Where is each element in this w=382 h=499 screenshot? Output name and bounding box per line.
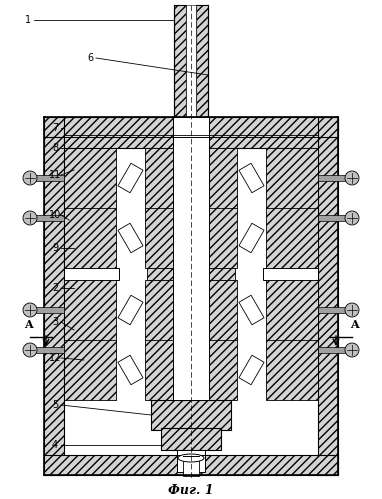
Bar [209, 268, 235, 280]
Bar [239, 355, 264, 385]
Bar [26, 175, 64, 181]
Bar [318, 117, 338, 475]
Bar [266, 148, 318, 268]
Bar [64, 268, 119, 280]
Circle shape [23, 343, 37, 357]
Text: 3: 3 [52, 317, 58, 327]
Bar [186, 5, 196, 117]
Bar [263, 268, 318, 280]
Text: 2: 2 [52, 283, 58, 293]
Bar [196, 5, 208, 117]
Text: 5: 5 [52, 400, 58, 410]
Text: 4: 4 [52, 440, 58, 450]
Bar [64, 148, 116, 268]
Text: 9: 9 [52, 243, 58, 253]
Bar [173, 117, 209, 447]
Bar [239, 163, 264, 193]
Bar [64, 117, 318, 148]
Bar [173, 148, 209, 400]
Bar [266, 280, 318, 400]
Circle shape [345, 211, 359, 225]
Bar [118, 355, 143, 385]
Bar [183, 456, 199, 476]
Text: Фиг. 1: Фиг. 1 [168, 485, 214, 498]
Circle shape [345, 343, 359, 357]
Text: 12: 12 [49, 353, 61, 363]
Bar [318, 175, 356, 181]
Bar [177, 450, 205, 472]
Bar [173, 117, 209, 148]
Bar [44, 455, 338, 475]
Text: 7: 7 [52, 123, 58, 133]
Text: 11: 11 [49, 170, 61, 180]
Bar [44, 117, 338, 137]
Ellipse shape [178, 454, 204, 462]
Bar [26, 215, 64, 221]
Bar [318, 347, 356, 353]
Circle shape [23, 211, 37, 225]
Bar [179, 395, 203, 455]
Bar [118, 163, 143, 193]
Bar [161, 428, 221, 450]
Bar [145, 280, 173, 400]
Bar [118, 295, 143, 325]
Text: A: A [350, 319, 358, 330]
Bar [239, 295, 264, 325]
Text: 1: 1 [25, 15, 31, 25]
Bar [64, 280, 116, 400]
Bar [44, 117, 64, 475]
Circle shape [23, 171, 37, 185]
Bar [118, 223, 143, 253]
Circle shape [345, 303, 359, 317]
Bar [318, 307, 356, 313]
Bar [209, 280, 237, 400]
Circle shape [345, 171, 359, 185]
Bar [26, 307, 64, 313]
Bar [151, 400, 231, 430]
Bar [239, 223, 264, 253]
Bar [147, 268, 173, 280]
Text: 8: 8 [52, 143, 58, 153]
Bar [145, 148, 173, 268]
Bar [318, 215, 356, 221]
Text: A: A [24, 319, 32, 330]
Bar [209, 148, 237, 268]
Text: 10: 10 [49, 210, 61, 220]
Circle shape [23, 303, 37, 317]
Bar [174, 5, 186, 117]
Bar [26, 347, 64, 353]
Text: 6: 6 [87, 53, 93, 63]
